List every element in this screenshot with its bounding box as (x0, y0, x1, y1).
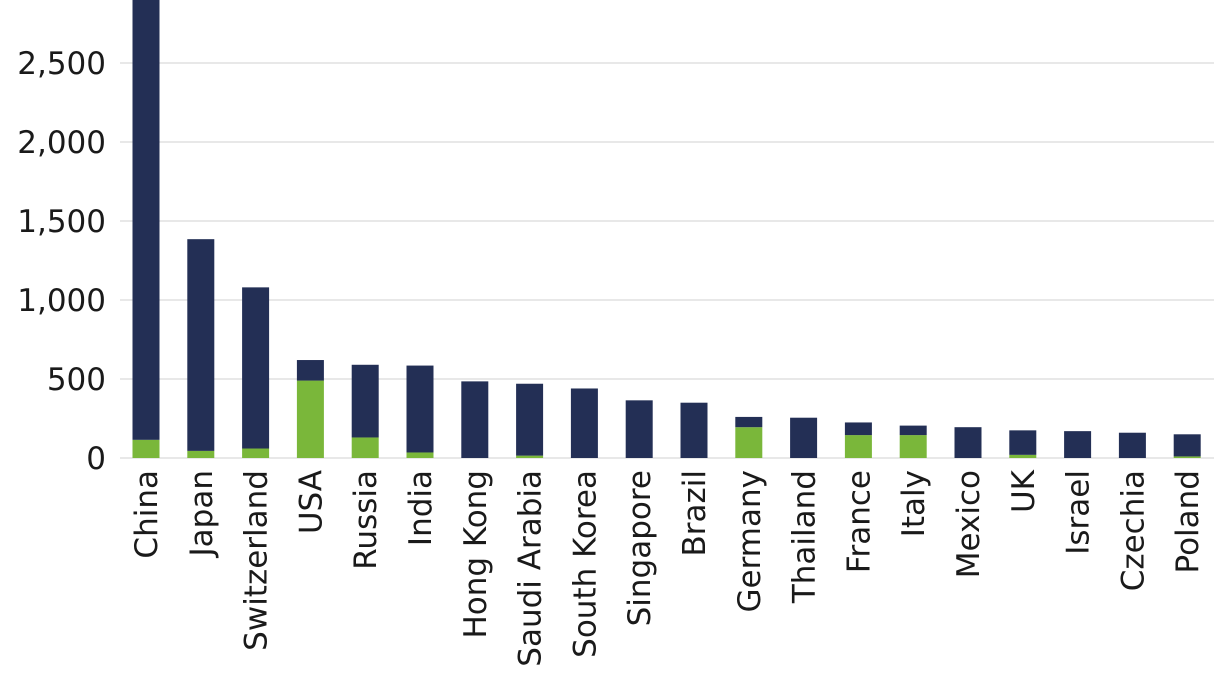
bar-segment-navy (570, 388, 598, 458)
x-axis-category-labels: China Japan Switzerland USA Russia India Hong … (129, 469, 1206, 666)
bar-segment-navy (954, 427, 982, 458)
bar-segment-green (844, 435, 872, 458)
bar-segment-green (406, 452, 434, 458)
x-category-label: Italy (896, 470, 932, 537)
x-category-label: Poland (1170, 470, 1206, 574)
y-tick-label: 0 (86, 441, 106, 477)
bar-segment-navy (1118, 432, 1146, 458)
bar-segment-green (351, 437, 379, 458)
bar-segment-navy (1009, 430, 1037, 455)
x-category-label: Czechia (1115, 470, 1151, 591)
x-category-label: India (403, 470, 439, 546)
x-category-label: Hong Kong (458, 470, 494, 639)
x-category-label: South Korea (567, 470, 603, 658)
bar-segment-navy (242, 287, 270, 449)
bar-segment-green (1009, 454, 1037, 458)
bar-segment-navy (461, 381, 489, 458)
bar-segment-navy (844, 422, 872, 436)
bars (132, 0, 1201, 458)
y-tick-label: 2,000 (17, 125, 106, 161)
bar-segment-navy (187, 239, 215, 451)
bar-segment-navy (735, 416, 763, 428)
x-category-label: Saudi Arabia (513, 470, 549, 667)
bar-segment-green (899, 435, 927, 458)
x-category-label: Germany (732, 470, 768, 612)
bar-segment-green (242, 448, 270, 458)
bar-segment-green (1173, 456, 1201, 458)
x-category-label: Israel (1061, 470, 1097, 555)
bar-segment-navy (296, 360, 324, 381)
bar-segment-navy (1064, 431, 1092, 458)
bar-segment-navy (1173, 434, 1201, 457)
x-category-label: Thailand (787, 470, 823, 604)
y-axis-tick-labels: 0 500 1,000 1,500 2,000 2,500 (17, 46, 106, 477)
x-category-label: China (129, 470, 165, 559)
bar-segment-green (296, 380, 324, 458)
x-category-label: USA (293, 470, 329, 534)
y-tick-label: 1,000 (17, 283, 106, 319)
x-category-label: Singapore (622, 470, 658, 626)
bar-segment-green (187, 450, 215, 458)
y-tick-label: 1,500 (17, 204, 106, 240)
bar-segment-green (735, 427, 763, 458)
bar-segment-navy (790, 417, 818, 458)
y-tick-label: 2,500 (17, 46, 106, 82)
bar-segment-navy (132, 0, 160, 440)
x-category-label: Russia (348, 470, 384, 570)
bar-segment-green (132, 439, 160, 458)
x-category-label: France (841, 470, 877, 573)
bar-segment-navy (406, 365, 434, 453)
bar-segment-navy (899, 425, 927, 436)
bar-segment-navy (351, 364, 379, 438)
bar-segment-navy (516, 383, 544, 456)
gridlines (120, 62, 1214, 459)
x-category-label: UK (1006, 469, 1042, 513)
x-category-label: Switzerland (239, 470, 275, 651)
x-category-label: Japan (184, 470, 220, 558)
x-category-label: Brazil (677, 470, 713, 557)
bar-segment-navy (680, 402, 708, 458)
bar-segment-green (516, 455, 544, 458)
bar-segment-navy (625, 400, 653, 458)
y-tick-label: 500 (47, 362, 106, 398)
x-category-label: Mexico (951, 470, 987, 578)
